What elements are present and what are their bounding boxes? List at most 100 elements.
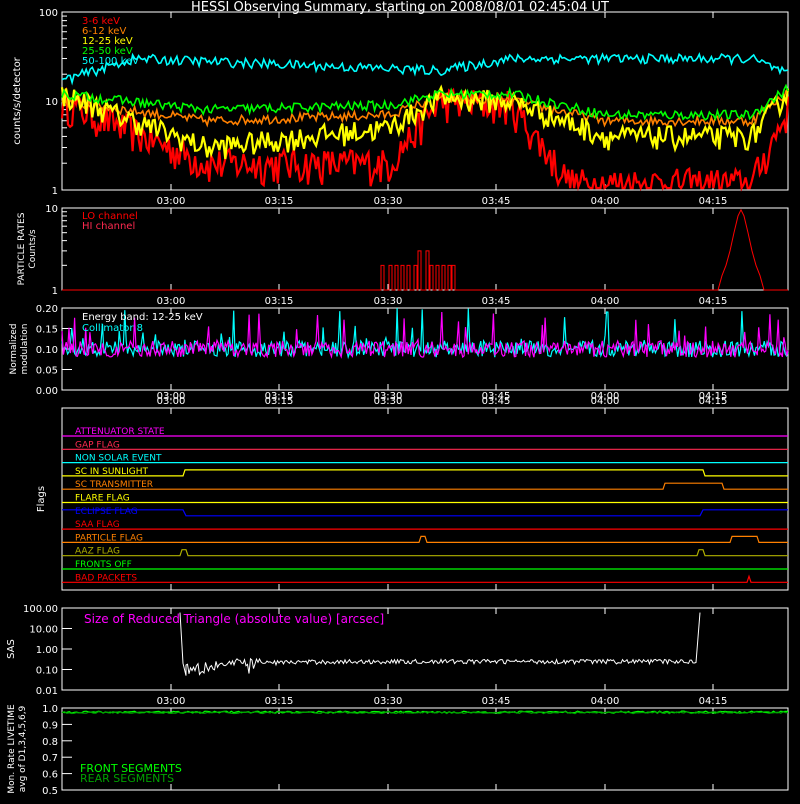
x-tick-label: 04:00 [591,696,620,707]
legend-0: FRONT SEGMENTS [80,762,182,775]
x-tick-label: 03:30 [374,391,403,402]
legend-1: HI channel [82,221,135,232]
y-tick-label: 0.6 [42,770,58,781]
series-line-1 [61,88,789,128]
x-tick-label: 03:30 [374,196,403,207]
x-tick-label: 03:00 [157,296,186,307]
x-tick-label: 03:15 [265,196,294,207]
energy-band-label: Energy band: 12-25 keV [82,312,203,323]
x-tick-label: 03:30 [374,396,403,407]
y-axis-label: SAS [6,639,17,659]
x-tick-label: 03:30 [374,296,403,307]
y-tick-label: 10 [45,97,58,108]
flag-label-10: FRONTS OFF [75,560,132,570]
series-line-4 [61,51,789,86]
x-tick-label: 04:00 [591,296,620,307]
flag-label-11: BAD PACKETS [75,573,137,583]
y-tick-label: 100.00 [23,604,58,615]
x-tick-label: 03:15 [265,696,294,707]
legend-1: 6-12 keV [82,26,126,37]
y-axis-label: Counts/s [28,229,38,268]
modulation-line-1 [61,311,789,360]
flag-line-8 [62,535,788,543]
particle-rates-frame [61,207,789,291]
flag-label-1: GAP FLAG [75,440,120,450]
sas-title: Size of Reduced Triangle (absolute value… [84,612,384,626]
y-tick-label: 1 [52,286,58,297]
legend-3: 25-50 keV [82,46,133,57]
y-axis-label: modulation [20,324,30,375]
y-tick-label: 0.10 [36,345,58,356]
y-tick-label: 10 [45,204,58,215]
series-line-3 [61,83,789,122]
y-tick-label: 0.01 [36,686,58,697]
x-tick-label: 03:45 [482,196,511,207]
y-tick-label: 0.9 [42,720,58,731]
flag-label-5: FLARE FLAG [75,494,130,504]
flag-line-3 [62,469,788,477]
livetime-line-1 [61,710,789,715]
y-tick-label: 0.15 [36,325,58,336]
x-tick-label: 04:00 [591,196,620,207]
y-axis-label: avg of D1,3,4,5,6,9 [18,705,28,792]
flag-line-6 [62,509,788,517]
y-tick-label: 0.8 [42,737,58,748]
x-tick-label: 04:00 [591,391,620,402]
x-tick-label: 04:15 [699,391,728,402]
flag-line-11 [62,574,788,583]
y-tick-label: 0.00 [36,386,58,397]
y-tick-label: 0.20 [36,304,58,315]
y-tick-label: 10.00 [29,625,58,636]
livetime-frame [61,707,789,791]
flag-label-0: ATTENUATOR STATE [75,427,165,437]
series-line-2 [60,84,790,160]
y-tick-label: 0.5 [42,786,58,797]
legend-4: 50-100 keV [82,56,139,67]
x-tick-label: 04:15 [699,296,728,307]
x-tick-label: 03:45 [482,396,511,407]
x-tick-label: 03:00 [157,396,186,407]
y-tick-label: 0.10 [36,666,58,677]
x-tick-label: 03:45 [482,296,511,307]
x-tick-label: 03:45 [482,696,511,707]
legend-1: REAR SEGMENTS [80,772,174,785]
flag-label-3: SC IN SUNLIGHT [75,467,149,477]
page-title: HESSI Observing Summary, starting on 200… [191,0,609,15]
y-tick-label: 1.0 [42,704,58,715]
x-tick-label: 03:15 [265,391,294,402]
x-tick-label: 04:15 [699,396,728,407]
y-axis-label: PARTICLE RATES [17,212,27,285]
x-tick-label: 04:15 [699,696,728,707]
lo-channel-line [62,208,788,291]
x-tick-label: 03:15 [265,296,294,307]
flags-frame [61,407,789,591]
flag-label-7: SAA FLAG [75,520,120,530]
legend-0: 3-6 keV [82,16,120,27]
legend-2: 12-25 keV [82,36,133,47]
y-tick-label: 0.7 [42,753,58,764]
sas-line [179,612,701,676]
legend-0: LO channel [82,211,138,222]
legend-collimator: Collimator 8 [82,323,143,334]
y-tick-label: 0.05 [36,366,58,377]
x-tick-label: 03:45 [482,391,511,402]
flag-label-4: SC TRANSMITTER [75,480,153,490]
y-axis-label: Mon. Rate LIVETIME [7,704,17,794]
y-tick-label: 100 [39,8,58,19]
flag-label-9: AAZ FLAG [75,547,120,557]
y-axis-label: counts/s/detector [12,56,23,144]
y-tick-label: 1.00 [36,645,58,656]
x-tick-label: 04:15 [699,196,728,207]
flag-label-6: ECLIPSE FLAG [75,507,138,517]
y-axis-label: Normalized [9,323,19,374]
flag-line-4 [62,482,788,490]
x-tick-label: 03:30 [374,696,403,707]
flag-label-8: PARTICLE FLAG [75,533,143,543]
x-tick-label: 03:15 [265,396,294,407]
y-axis-label: Flags [36,486,47,512]
y-tick-label: 1 [52,186,58,197]
flag-label-2: NON SOLAR EVENT [75,454,162,464]
x-tick-label: 03:00 [157,391,186,402]
x-tick-label: 03:00 [157,696,186,707]
